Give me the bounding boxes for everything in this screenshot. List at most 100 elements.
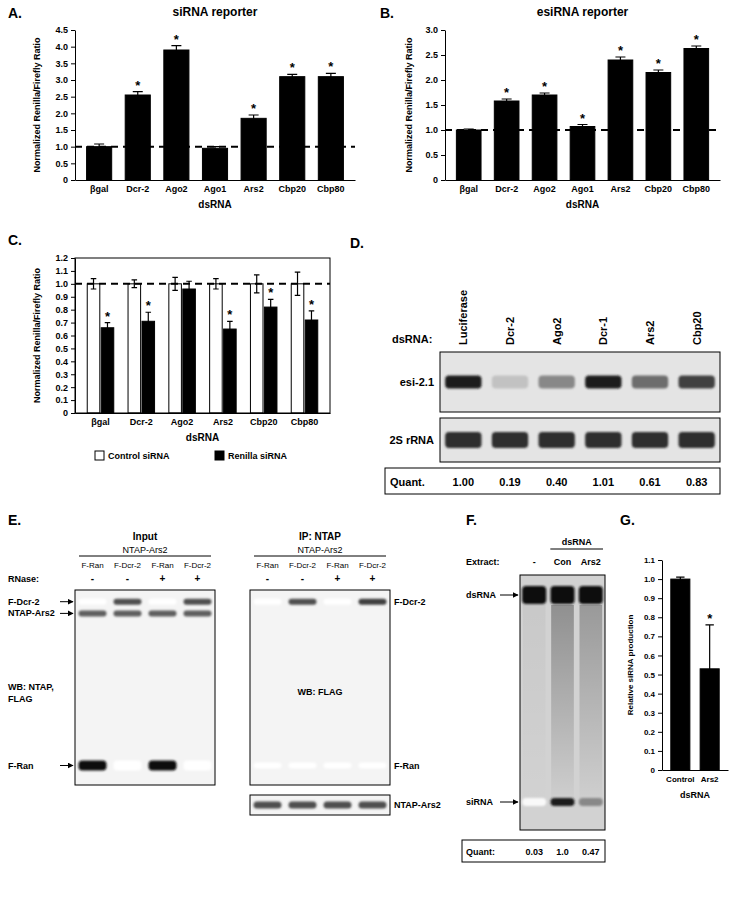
y-tick: 2.0 — [425, 75, 445, 85]
bar — [318, 77, 343, 180]
x-tick: Ars2 — [213, 417, 233, 427]
x-axis: βgalDcr-2Ago2Ago1Ars2Cbp20Cbp80 — [76, 181, 356, 195]
y-tick-label: 1.0 — [644, 575, 656, 584]
bar — [241, 118, 266, 180]
lane-label: Ars2 — [581, 557, 601, 567]
lane-label: Luciferase — [457, 290, 469, 345]
x-tick: Ars2 — [610, 184, 630, 194]
legend-swatch — [95, 451, 104, 460]
blot-band — [632, 376, 668, 389]
bar — [494, 101, 519, 180]
significance-label: * — [694, 32, 700, 47]
y-tick-mark — [658, 579, 662, 580]
y-tick-label: 0 — [433, 175, 438, 185]
y-tick-label: 0 — [63, 175, 68, 185]
x-tick: βgal — [90, 184, 109, 194]
y-tick: 0.7 — [644, 632, 662, 641]
row-label: NTAP-Ars2 — [8, 608, 55, 618]
lane-label: F-Dcr-2 — [359, 561, 387, 570]
y-tick: 0.5 — [644, 671, 662, 680]
blot-band — [289, 763, 317, 769]
y-tick: 3.0 — [425, 25, 445, 35]
significance-label: * — [504, 85, 510, 100]
x-tick: Cbp20 — [250, 417, 278, 427]
x-axis-line — [446, 180, 721, 181]
legend-item: Control siRNA — [95, 451, 170, 461]
x-axis: βgalDcr-2Ago2Ars2Cbp20Cbp80 — [76, 414, 331, 428]
blot-band — [184, 599, 212, 605]
y-tick-mark — [71, 374, 75, 375]
y-tick-label: 0.7 — [55, 318, 68, 328]
legend-swatch — [215, 451, 224, 460]
significance-label: * — [105, 309, 111, 324]
quant-label: Quant. — [390, 476, 425, 488]
y-tick-label: 2.5 — [425, 50, 438, 60]
rnase-value: + — [370, 573, 376, 584]
bar — [87, 147, 112, 180]
y-tick: 0.8 — [55, 305, 75, 315]
quant-value: 0.03 — [525, 847, 543, 857]
y-tick: 0.3 — [644, 709, 662, 718]
bar — [264, 307, 277, 413]
row-label: 2S rRNA — [389, 434, 434, 446]
x-tick-label: Cbp20 — [250, 417, 278, 427]
y-tick-label: 1.0 — [55, 279, 68, 289]
x-tick-label: βgal — [90, 184, 109, 194]
x-tick-label: Ars2 — [610, 184, 630, 194]
bar — [164, 50, 189, 180]
x-tick-label: Cbp80 — [317, 184, 345, 194]
quant-frame — [385, 468, 720, 494]
blot-band — [114, 610, 142, 616]
bar — [608, 60, 633, 180]
x-tick: Cbp80 — [317, 184, 345, 194]
quant-value: 0.83 — [686, 476, 707, 488]
blot-band — [149, 761, 177, 771]
blot-band — [538, 376, 574, 389]
error-bar — [146, 312, 152, 330]
chart-panel: *00.10.20.30.40.50.60.70.80.91.01.1Contr… — [620, 512, 729, 800]
blot-band — [585, 376, 621, 389]
lane-label: F-Dcr-2 — [114, 561, 142, 570]
mark-labels: ***** — [105, 285, 315, 323]
quant-value: 1.01 — [593, 476, 614, 488]
y-tick: 3.5 — [55, 59, 75, 69]
x-tick: Ago2 — [533, 184, 556, 194]
bar — [532, 95, 557, 180]
y-tick-label: 0 — [651, 766, 656, 775]
x-axis-line — [663, 770, 729, 771]
y-tick-label: 0.6 — [644, 652, 656, 661]
lane-label: F-Dcr-2 — [289, 561, 317, 570]
y-tick-label: 0.3 — [55, 370, 68, 380]
blot-band — [79, 761, 107, 771]
panel-label: C. — [8, 232, 22, 248]
y-tick-label: 0.2 — [55, 383, 68, 393]
y-axis: 00.51.01.52.02.53.03.54.04.5 — [55, 25, 75, 185]
blot-panel: D.dsRNA:LuciferaseDcr-2Ago2Dcr-1Ars2Cbp2… — [350, 235, 720, 494]
y-tick-label: 0.3 — [644, 709, 656, 718]
y-tick: 1.2 — [55, 253, 75, 263]
row-label: F-Dcr-2 — [394, 597, 426, 607]
y-axis-line — [75, 259, 76, 414]
y-tick: 0.9 — [644, 594, 662, 603]
y-tick-mark — [658, 560, 662, 561]
x-axis-title: dsRNA — [198, 199, 231, 210]
y-tick-mark — [441, 55, 445, 56]
y-tick-mark — [658, 694, 662, 695]
error-bar — [227, 321, 233, 337]
y-tick-mark — [71, 348, 75, 349]
blot-subtitle: NTAP-Ars2 — [123, 545, 168, 555]
y-tick-mark — [71, 323, 75, 324]
y-tick-mark — [658, 713, 662, 714]
blot-title: IP: NTAP — [299, 531, 341, 542]
y-tick-mark — [658, 732, 662, 733]
y-tick-label: 0.4 — [55, 357, 68, 367]
blot-band — [254, 599, 282, 605]
bar — [646, 73, 671, 181]
y-tick-label: 0.4 — [644, 690, 656, 699]
x-tick: Control — [666, 775, 694, 784]
quant-value: 0.19 — [499, 476, 520, 488]
bar — [183, 289, 196, 413]
plot-frame — [75, 258, 330, 413]
x-tick: βgal — [459, 184, 478, 194]
lane-label: F-Dcr-2 — [184, 561, 212, 570]
